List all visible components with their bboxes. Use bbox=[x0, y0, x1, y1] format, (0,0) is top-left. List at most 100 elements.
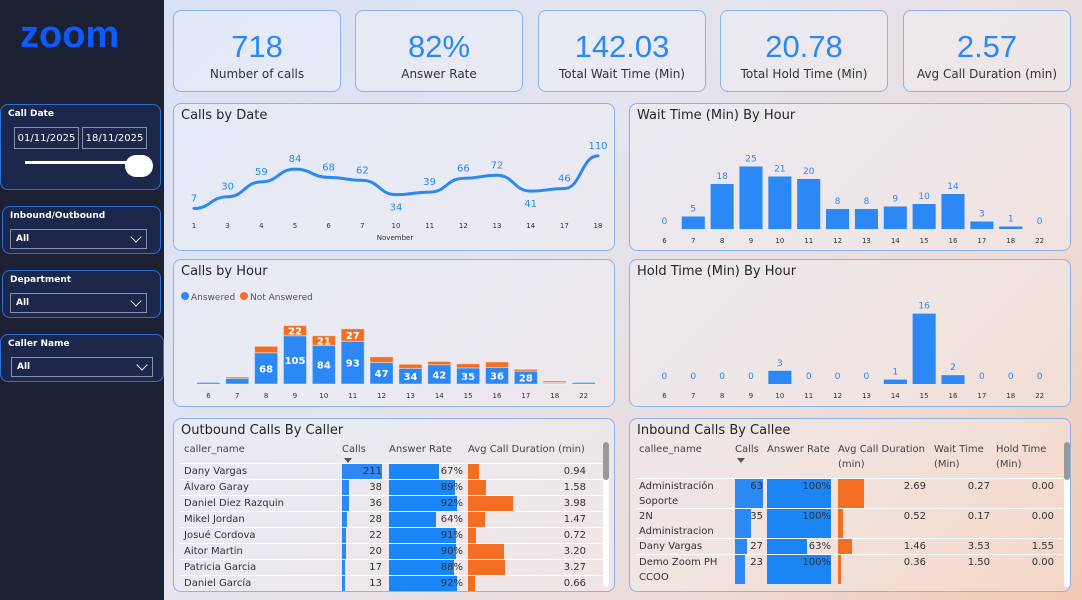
x-tick-label: 13 bbox=[493, 222, 502, 230]
name-cell: Mikel Jordan bbox=[184, 514, 245, 525]
scrollbar-thumb[interactable] bbox=[603, 442, 609, 480]
answer-rate-bar bbox=[767, 539, 808, 554]
data-label: 41 bbox=[524, 199, 537, 210]
bar bbox=[999, 226, 1023, 229]
duration-bar bbox=[838, 539, 853, 554]
duration-bar bbox=[468, 496, 513, 511]
bar bbox=[883, 379, 907, 384]
name-cell: Administración Soporte bbox=[639, 481, 714, 507]
answer-rate-bar bbox=[389, 528, 457, 543]
column-header[interactable]: Wait Time (Min) bbox=[934, 444, 984, 470]
x-tick-label: 11 bbox=[425, 222, 434, 230]
kpi-value: 142.03 bbox=[574, 29, 670, 64]
data-label: 110 bbox=[588, 141, 607, 152]
data-label: 0 bbox=[1037, 372, 1043, 382]
column-header[interactable]: Calls bbox=[735, 444, 759, 455]
data-label: 0 bbox=[835, 372, 841, 382]
x-tick-label: 18 bbox=[594, 222, 603, 230]
column-header[interactable]: Answer Rate bbox=[767, 444, 830, 455]
value-cell: 28 bbox=[369, 514, 382, 525]
column-header[interactable]: Answer Rate bbox=[389, 444, 452, 455]
column-header[interactable]: callee_name bbox=[639, 444, 702, 455]
x-tick-label: 11 bbox=[804, 237, 813, 245]
call-date-slicer: Call Date 01/11/2025 18/11/2025 bbox=[0, 104, 161, 190]
x-tick-label: 14 bbox=[891, 237, 900, 245]
name-cell: 2N Administracion bbox=[639, 511, 714, 537]
data-label: 46 bbox=[558, 174, 571, 185]
x-tick-label: 15 bbox=[464, 392, 473, 400]
answered-bar bbox=[196, 382, 221, 385]
value-cell: 0.72 bbox=[563, 530, 586, 541]
not-answered-bar bbox=[340, 328, 365, 342]
scrollbar[interactable] bbox=[1064, 442, 1070, 587]
end-date-input[interactable]: 18/11/2025 bbox=[82, 127, 147, 149]
value-cell: 0.00 bbox=[1031, 511, 1054, 522]
name-cell: Daniel Diez Razquin bbox=[184, 498, 285, 509]
inbound-calls-table: Inbound Calls By Callee callee_name Calls… bbox=[629, 418, 1071, 592]
scrollbar[interactable] bbox=[603, 442, 609, 587]
column-header[interactable]: caller_name bbox=[184, 444, 245, 455]
column-header[interactable]: Avg Call Duration (min) bbox=[838, 444, 925, 470]
column-header[interactable]: Calls bbox=[342, 444, 366, 455]
value-cell: 0.52 bbox=[903, 511, 926, 522]
data-label: 7 bbox=[191, 193, 197, 204]
value-cell: 36 bbox=[369, 498, 382, 509]
data-label: 0 bbox=[719, 372, 725, 382]
row-divider bbox=[180, 479, 602, 480]
calls-bar bbox=[735, 479, 763, 508]
data-label: 68 bbox=[322, 162, 335, 173]
sort-desc-icon[interactable] bbox=[737, 458, 745, 463]
bar bbox=[912, 204, 936, 229]
caller-name-dropdown[interactable]: All bbox=[11, 357, 153, 377]
value-cell: 0.17 bbox=[967, 511, 990, 522]
row-divider bbox=[636, 478, 1063, 479]
x-tick-label: 17 bbox=[560, 222, 569, 230]
chart-title: Wait Time (Min) By Hour bbox=[637, 108, 796, 123]
x-tick-label: 16 bbox=[949, 392, 958, 400]
duration-bar bbox=[468, 528, 477, 543]
start-date-input[interactable]: 01/11/2025 bbox=[14, 127, 79, 149]
value-cell: 1.46 bbox=[903, 541, 926, 552]
data-label: 0 bbox=[662, 372, 668, 382]
x-tick-label: 7 bbox=[235, 392, 239, 400]
x-tick-label: 10 bbox=[775, 237, 784, 245]
answer-rate-bar bbox=[767, 479, 831, 508]
value-cell: 92% bbox=[440, 578, 463, 589]
slider-handle[interactable] bbox=[125, 155, 153, 177]
value-cell: 63 bbox=[750, 481, 763, 492]
x-tick-label: 5 bbox=[293, 222, 297, 230]
row-divider bbox=[180, 463, 602, 464]
value-cell: 3.53 bbox=[967, 541, 990, 552]
row-divider bbox=[180, 543, 602, 544]
kpi-card: 718 Number of calls bbox=[173, 10, 341, 92]
x-tick-label: 12 bbox=[377, 392, 386, 400]
answer-rate-bar bbox=[389, 464, 439, 479]
data-label: 30 bbox=[221, 182, 234, 193]
bar bbox=[941, 194, 965, 229]
data-label: 34 bbox=[403, 372, 417, 383]
x-tick-label: 6 bbox=[326, 222, 331, 230]
slicer-label: Inbound/Outbound bbox=[10, 211, 106, 221]
column-header[interactable]: Hold Time (Min) bbox=[996, 444, 1047, 470]
value-cell: 1.58 bbox=[563, 482, 586, 493]
answered-bar bbox=[571, 382, 596, 385]
answered-bar bbox=[484, 366, 510, 385]
slicer-label: Caller Name bbox=[8, 339, 70, 349]
answer-rate-bar bbox=[389, 512, 437, 527]
wait-time-by-hour-chart: Wait Time (Min) By Hour 6 0 7 5 8 18 9 25 10 21 11… bbox=[629, 103, 1071, 251]
inbound-outbound-dropdown[interactable]: All bbox=[10, 229, 147, 249]
sort-desc-icon[interactable] bbox=[344, 458, 352, 463]
data-label: 18 bbox=[716, 172, 728, 182]
chart-title: Calls by Hour bbox=[181, 264, 268, 279]
kpi-label: Total Wait Time (Min) bbox=[559, 67, 685, 81]
department-dropdown[interactable]: All bbox=[10, 293, 147, 313]
value-cell: 100% bbox=[802, 557, 831, 568]
column-header[interactable]: Avg Call Duration (min) bbox=[468, 444, 585, 455]
scrollbar-thumb[interactable] bbox=[1064, 442, 1070, 480]
calls-bar bbox=[342, 560, 346, 575]
value-cell: 100% bbox=[802, 481, 831, 492]
x-tick-label: 22 bbox=[579, 392, 588, 400]
name-cell: Álvaro Garay bbox=[184, 482, 249, 493]
date-range-slider[interactable] bbox=[25, 161, 135, 164]
bar bbox=[970, 221, 994, 229]
